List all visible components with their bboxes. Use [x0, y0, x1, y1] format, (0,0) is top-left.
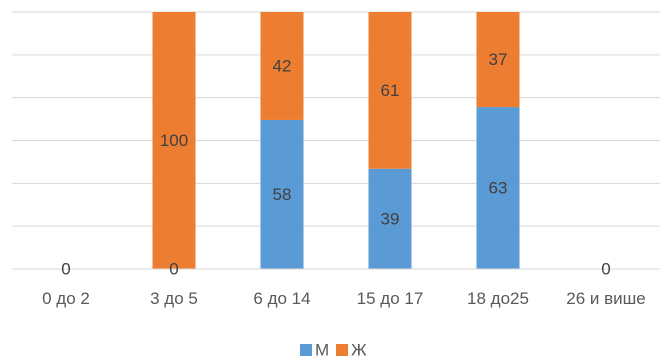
legend-label-Ж: Ж [351, 341, 367, 360]
legend-swatch-Ж [336, 344, 348, 356]
x-tick-6-до-14: 6 до 14 [253, 289, 310, 308]
x-tick-18-до25: 18 до25 [467, 289, 529, 308]
x-tick-labels: 0 до 2 3 до 5 6 до 14 15 до 17 18 до25 26 и в… [42, 289, 646, 308]
data-label-15-до-17-М: 39 [381, 209, 400, 228]
data-label-3-до-5-Ж: 100 [160, 131, 188, 150]
legend-swatch-М [300, 344, 312, 356]
data-label-3-до-5-М: 0 [169, 260, 178, 279]
data-label-0-до-2: 0 [61, 260, 70, 279]
x-tick-0-до-2: 0 до 2 [42, 289, 90, 308]
data-labels: 0 0 100 58 42 39 61 63 37 0 [61, 50, 610, 278]
bar-6-до-14-М [260, 119, 304, 269]
x-tick-15-до-17: 15 до 17 [357, 289, 424, 308]
data-label-6-до-14-М: 58 [273, 185, 292, 204]
gridlines [12, 11, 660, 227]
bar-15-до-17-М [368, 168, 412, 269]
bar-18-до25-М [476, 107, 520, 269]
bar-6-до-14-Ж [260, 12, 304, 120]
data-label-6-до-14-Ж: 42 [273, 56, 292, 75]
bars [152, 12, 520, 269]
legend-label-М: М [315, 341, 329, 360]
data-label-18-до25-Ж: 37 [489, 50, 508, 69]
bar-18-до25-Ж [476, 12, 520, 108]
x-tick-3-до-5: 3 до 5 [150, 289, 198, 308]
data-label-18-до25-М: 63 [489, 179, 508, 198]
x-tick-26-и-више: 26 и више [566, 289, 645, 308]
data-label-26-и-више: 0 [601, 260, 610, 279]
bar-15-до-17-Ж [368, 12, 412, 169]
bar-3-до-5-Ж [152, 12, 196, 269]
data-label-15-до-17-Ж: 61 [381, 81, 400, 100]
